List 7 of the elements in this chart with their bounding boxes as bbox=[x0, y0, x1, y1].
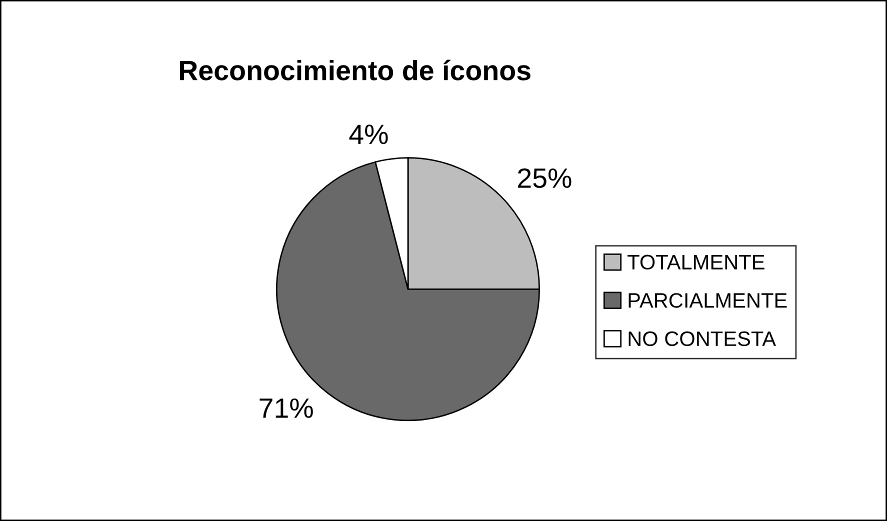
legend-label: PARCIALMENTE bbox=[628, 293, 787, 308]
data-label: 4% bbox=[349, 124, 388, 144]
data-label: 25% bbox=[518, 168, 572, 188]
legend-label: TOTALMENTE bbox=[628, 254, 764, 270]
legend-label: NO CONTESTA bbox=[628, 331, 776, 346]
data-label: 71% bbox=[260, 398, 313, 418]
chart-title: Reconocimiento de íconos bbox=[180, 60, 530, 80]
